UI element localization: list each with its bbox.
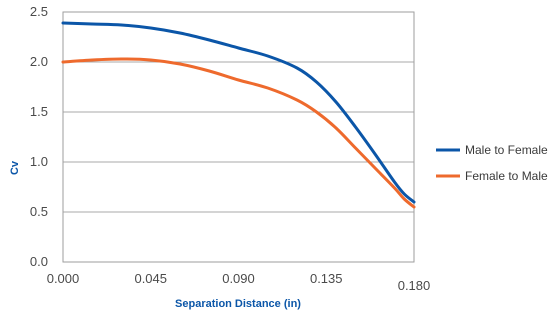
- x-axis-title: Separation Distance (in): [175, 298, 301, 310]
- series-line-female-to-male: [61, 57, 416, 209]
- plot-area-frame: [62, 11, 415, 263]
- x-tick-label: 0.135: [310, 271, 343, 286]
- y-tick-label: 1.0: [30, 154, 48, 169]
- y-tick-label: 0.5: [30, 204, 48, 219]
- x-tick-label: 0.000: [47, 271, 80, 286]
- legend-label-male-to-female: Male to Female: [465, 143, 548, 157]
- y-axis-title: Cv: [9, 160, 21, 175]
- x-tick-label: 0.045: [134, 271, 167, 286]
- series-line-male-to-female: [61, 21, 416, 204]
- legend-label-female-to-male: Female to Male: [465, 169, 548, 183]
- x-tick-label: 0.180: [398, 278, 431, 293]
- y-tick-label: 0.0: [30, 254, 48, 269]
- legend: Male to Female Female to Male: [436, 143, 548, 183]
- grid-lines: [63, 61, 414, 213]
- series-lines: [61, 21, 416, 209]
- x-tick-label: 0.090: [222, 271, 255, 286]
- x-axis-ticks: 0.000 0.045 0.090 0.135 0.180: [47, 271, 431, 293]
- y-tick-label: 1.5: [30, 104, 48, 119]
- y-tick-label: 2.0: [30, 54, 48, 69]
- y-tick-label: 2.5: [30, 4, 48, 19]
- y-axis-ticks: 0.0 0.5 1.0 1.5 2.0 2.5: [30, 4, 48, 269]
